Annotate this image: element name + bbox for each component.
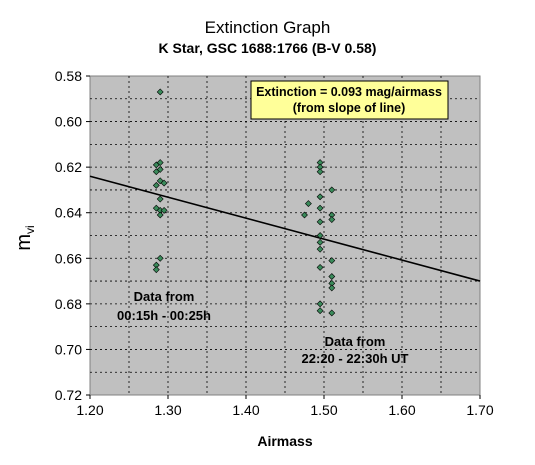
data-point [328, 186, 336, 194]
annotation-right-line1: Data from [325, 334, 386, 349]
y-tick-label: 0.58 [55, 68, 82, 84]
annotation-right: Data from 22:20 - 22:30h UT [302, 334, 409, 366]
data-point [316, 204, 324, 212]
fit-line [89, 175, 481, 282]
data-point [316, 168, 324, 176]
data-point [160, 179, 168, 187]
data-point [156, 254, 164, 262]
chart-title: Extinction Graph [204, 18, 331, 37]
annotation-left: Data from 00:15h - 00:25h [117, 289, 211, 323]
y-tick-label: 0.72 [55, 387, 82, 403]
data-point [328, 216, 336, 223]
chart-subtitle: K Star, GSC 1688:1766 (B-V 0.58) [158, 40, 377, 56]
data-points [152, 88, 336, 317]
x-axis-label: Airmass [257, 433, 312, 449]
y-tick-label: 0.60 [55, 114, 82, 130]
y-tick-label: 0.66 [55, 250, 82, 266]
x-tick-label: 1.20 [76, 402, 103, 418]
y-tick-labels: 0.58 0.60 0.62 0.64 0.66 0.68 0.70 0.72 [55, 68, 90, 403]
y-axis-label: mvi [13, 225, 37, 250]
extinction-box-line1: Extinction = 0.093 mag/airmass [256, 85, 442, 99]
extinction-box-line2: (from slope of line) [293, 101, 406, 115]
data-point [316, 307, 324, 315]
x-tick-label: 1.70 [466, 402, 493, 418]
data-point [160, 207, 168, 214]
data-point [328, 284, 336, 292]
x-tick-label: 1.30 [154, 402, 181, 418]
extinction-box: Extinction = 0.093 mag/airmass (from slo… [250, 80, 449, 120]
data-point [316, 263, 324, 271]
x-tick-labels: 1.20 1.30 1.40 1.50 1.60 1.70 [76, 395, 494, 418]
data-point [316, 245, 324, 253]
data-point [316, 193, 324, 201]
data-point [304, 200, 312, 208]
data-point [301, 211, 308, 219]
y-tick-label: 0.70 [55, 341, 82, 357]
annotation-left-line2: 00:15h - 00:25h [117, 308, 211, 323]
fit-line-group [89, 175, 481, 282]
y-tick-label: 0.68 [55, 296, 82, 312]
data-point [316, 300, 324, 308]
data-point [316, 218, 324, 226]
y-tick-label: 0.64 [55, 205, 82, 221]
data-point [152, 181, 160, 189]
data-point [156, 88, 164, 96]
data-point [328, 309, 336, 317]
y-tick-label: 0.62 [55, 159, 82, 175]
data-point [156, 195, 164, 203]
data-point [328, 273, 336, 280]
x-tick-label: 1.50 [310, 402, 337, 418]
data-point [316, 238, 324, 246]
annotation-right-line2: 22:20 - 22:30h UT [302, 351, 409, 366]
x-tick-label: 1.60 [388, 402, 415, 418]
annotation-left-line1: Data from [134, 289, 195, 304]
y-axis-label-main: m [13, 234, 35, 251]
data-point [156, 159, 164, 167]
x-tick-label: 1.40 [232, 402, 259, 418]
data-point [328, 257, 336, 264]
data-point [316, 232, 324, 239]
data-point [152, 168, 160, 176]
data-point [156, 211, 164, 219]
y-axis-label-sub: vi [23, 225, 37, 234]
data-point [152, 266, 160, 274]
